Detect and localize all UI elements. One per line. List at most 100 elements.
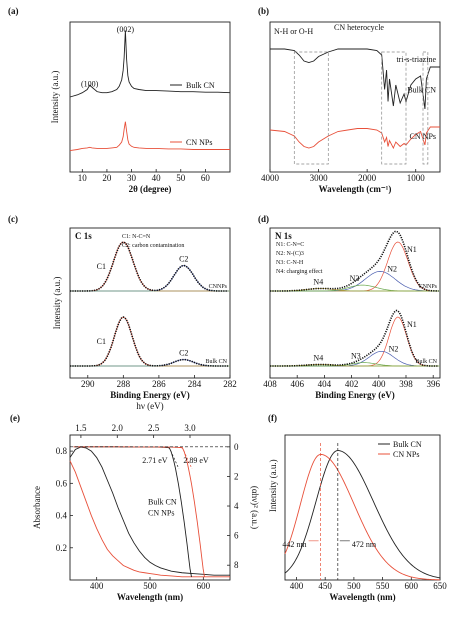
panel-e-legend-label: CN NPs — [148, 509, 174, 518]
panel-f-peak-label: 472 nm — [352, 540, 377, 549]
panel-c-component-peak — [70, 316, 229, 367]
panel-e-letter: (e) — [10, 413, 20, 423]
panel-a-xtick-label: 40 — [152, 173, 162, 183]
panel-c-legend-entry: C1: N-C=N — [122, 234, 151, 240]
panel-c-xtick-label: 288 — [117, 379, 131, 389]
panel-c-series-label: Bulk CN — [205, 359, 227, 365]
panel-a-xtick-label: 10 — [78, 173, 88, 183]
panel-a-peak-label: (002) — [117, 25, 135, 34]
panel-c-envelope-line — [70, 241, 229, 292]
panel-f-xlabel: Wavelength (nm) — [329, 592, 395, 602]
panel-a-xlabel: 2θ (degree) — [129, 184, 172, 194]
panel-a: (a) 10 20 30 40 50 60 2θ (degree) Intensity (a.u… — [8, 6, 231, 194]
panel-d-legend-entry: N4: charging effect — [276, 268, 323, 275]
panel-d-envelope-line — [270, 309, 439, 367]
panel-b-xtick-label: 2000 — [358, 173, 377, 183]
panel-a-xtick-label: 50 — [176, 173, 186, 183]
panel-b-xtick-label: 3000 — [310, 173, 329, 183]
panel-e-ytick-label: 0.8 — [56, 446, 68, 456]
panel-e-tangent-line — [181, 446, 193, 469]
panel-d-peak-label: N3 — [351, 352, 361, 361]
panel-f-xtick-label: 450 — [318, 581, 332, 591]
panel-d-peak-label: N4 — [313, 354, 323, 363]
panel-c-peak-label: C2 — [179, 349, 188, 358]
panel-c-xtick-label: 286 — [152, 379, 166, 389]
panel-f-xtick-label: 400 — [290, 581, 304, 591]
panel-c-xtick-label: 284 — [188, 379, 202, 389]
panel-c-title: C 1s — [75, 231, 92, 241]
panel-e-bandgap-label: 2.89 eV — [183, 456, 209, 465]
panel-d-peak-label: N4 — [313, 278, 323, 287]
panel-e-y2tick-label: 6 — [234, 531, 239, 541]
panel-a-legend-label: CN NPs — [186, 138, 212, 147]
panel-f-xtick-label: 650 — [433, 581, 447, 591]
panel-b-series-line — [270, 48, 440, 110]
panel-e-ytick-label: 0.2 — [56, 543, 67, 553]
panel-f-letter: (f) — [268, 413, 277, 423]
panel-b-series-line — [269, 126, 440, 150]
panel-a-letter: (a) — [8, 6, 19, 16]
panel-f: (f) 400 450 500 550 600 650 Wavelength (nm) Inte… — [268, 413, 447, 602]
panel-d-legend-entry: N2: N-(C)3 — [276, 250, 304, 257]
panel-c-peak-label: C1 — [97, 337, 106, 346]
panel-f-xtick-label: 550 — [376, 581, 390, 591]
panel-c-xtick-label: 282 — [223, 379, 237, 389]
panel-a-ylabel: Intensity (a.u.) — [50, 71, 60, 124]
panel-e-tauc-line — [73, 446, 205, 578]
panel-c-component-peak — [70, 241, 229, 292]
panel-f-series-line — [284, 453, 441, 581]
panel-d-xtick-label: 404 — [318, 379, 332, 389]
panel-e-ylabel: Absorbance — [32, 486, 42, 529]
panel-d-xtick-label: 406 — [290, 379, 304, 389]
panel-e-toptick-label: 1.5 — [75, 423, 87, 433]
panel-a-series-line — [69, 121, 230, 152]
panel-e-y2label: (αhν)² (a.u.) — [250, 486, 260, 529]
panel-b-annotation: N-H or O-H — [274, 27, 313, 36]
panel-b-highlight-box — [422, 51, 429, 165]
panel-b-letter: (b) — [258, 6, 269, 16]
panel-e-absorbance-line — [69, 446, 230, 576]
panel-b-xtick-label: 1000 — [407, 173, 426, 183]
panel-e-legend-label: Bulk CN — [148, 498, 177, 507]
panel-d-series-label: CNNPs — [419, 284, 438, 290]
panel-a-xtick-label: 20 — [102, 173, 112, 183]
panel-e-xtick-label: 400 — [90, 581, 104, 591]
panel-d-xtick-label: 402 — [345, 379, 359, 389]
panel-f-legend-label: Bulk CN — [393, 440, 422, 449]
panel-f-frame — [284, 434, 441, 581]
panel-d-peak-label: N1 — [407, 320, 417, 329]
panel-e-xtick-label: 500 — [143, 581, 157, 591]
panel-e-ytick-label: 0.4 — [56, 511, 68, 521]
panel-d-title: N 1s — [275, 231, 292, 241]
panel-d-xtick-label: 396 — [426, 379, 440, 389]
panel-c-frame — [69, 227, 231, 379]
panel-b-legend-label: Bulk CN — [407, 86, 436, 95]
panel-e-ytick-label: 0.6 — [56, 478, 68, 488]
panel-c-peak-label: C1 — [97, 262, 106, 271]
panel-d-xtick-label: 400 — [372, 379, 386, 389]
panel-c-letter: (c) — [8, 214, 18, 224]
panel-e-absorbance-line — [69, 460, 230, 578]
panel-e-xtick-label: 600 — [197, 581, 211, 591]
panel-e-y2tick-label: 0 — [234, 442, 239, 452]
panel-b-annotation: CN heterocycle — [334, 23, 384, 32]
panel-c-xlabel: Binding Energy (eV) — [110, 390, 190, 400]
panel-e-y2tick-label: 8 — [234, 560, 239, 570]
panel-e-xlabel: Wavelength (nm) — [117, 592, 183, 602]
panel-d-series-label: Bulk CN — [415, 359, 437, 365]
panel-d: (d) N 1s 408 406 404 402 400 398 396 Binding Ener… — [258, 214, 440, 400]
panel-e-y2tick-label: 2 — [234, 471, 239, 481]
panel-b-xlabel: Wavelength (cm⁻¹) — [319, 184, 392, 194]
panel-c-peak-label: C2 — [179, 255, 188, 264]
panel-b-annotation: tri-s-triazine — [396, 55, 436, 64]
panel-d-legend-entry: N3: C-N-H — [276, 260, 304, 266]
panel-e-tangent-line — [168, 446, 180, 469]
panel-e-top-axis-label: hν (eV) — [136, 401, 163, 411]
panel-b: (b) 4000 3000 2000 1000 Wavelength (cm⁻¹) Bulk… — [258, 6, 441, 194]
panel-d-peak-label: N2 — [387, 264, 397, 273]
panel-a-xtick-label: 60 — [201, 173, 211, 183]
panel-f-legend-label: CN NPs — [393, 450, 419, 459]
panel-b-xtick-label: 4000 — [261, 173, 280, 183]
panel-f-peak-label: 442 nm — [282, 540, 307, 549]
